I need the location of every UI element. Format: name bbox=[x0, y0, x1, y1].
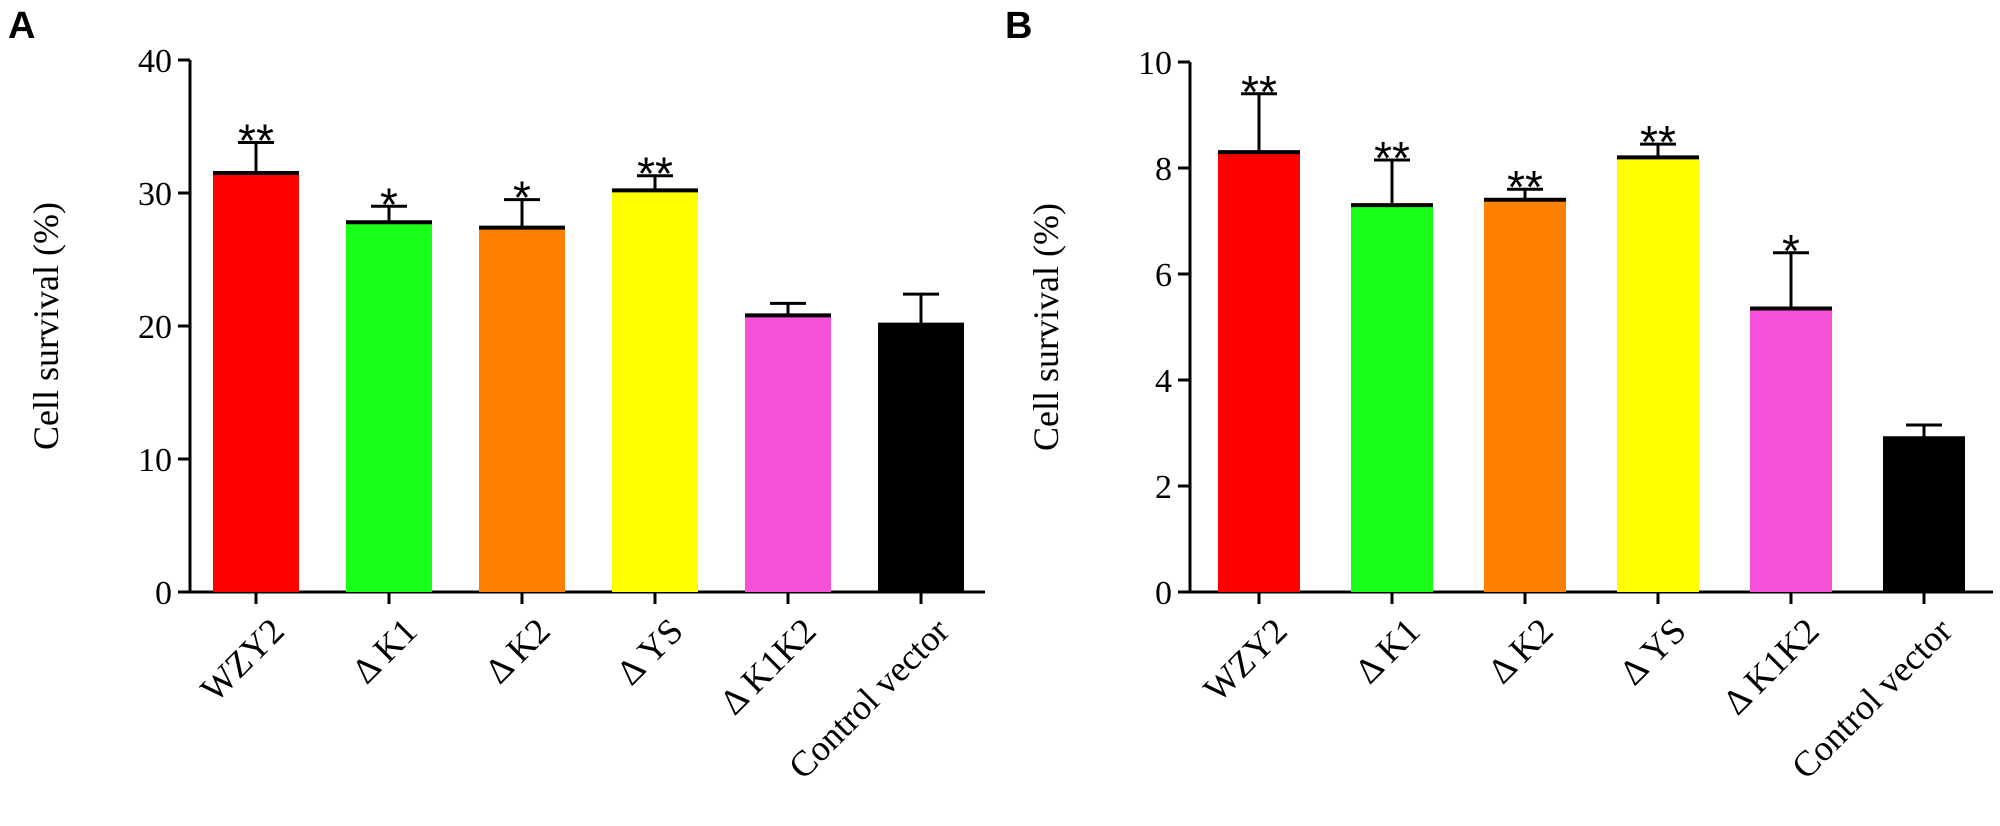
panel-b-letter: B bbox=[1005, 5, 1032, 47]
panel-b-bar-4 bbox=[1750, 308, 1832, 592]
panel-b-significance-2: ** bbox=[1507, 161, 1543, 213]
panel-a-category-label-2: Δ K2 bbox=[477, 610, 558, 691]
panel-a-y-tick-label: 30 bbox=[138, 176, 172, 213]
panel-a-y-tick-label: 20 bbox=[138, 309, 172, 346]
panel-a-significance-0: ** bbox=[238, 114, 274, 166]
panel-b-bar-3 bbox=[1617, 157, 1699, 592]
panel-b-category-label-3: Δ YS bbox=[1612, 610, 1694, 692]
panel-a-bar-1 bbox=[346, 222, 432, 592]
panel-b-y-tick-label: 10 bbox=[1138, 45, 1172, 82]
panel-b-bar-5 bbox=[1883, 438, 1965, 592]
panel-a-bar-0 bbox=[213, 173, 299, 593]
panel-a-letter: A bbox=[8, 5, 35, 47]
panel-a-y-axis-title: Cell survival (%) bbox=[26, 202, 66, 450]
panel-a-significance-1: * bbox=[380, 178, 398, 230]
panel-b-y-tick-label: 2 bbox=[1155, 469, 1172, 506]
panel-b-significance-4: * bbox=[1782, 225, 1800, 277]
panel-a-category-label-3: Δ YS bbox=[609, 610, 691, 692]
panel-b-significance-0: ** bbox=[1241, 66, 1277, 118]
panel-a-bar-4 bbox=[745, 315, 831, 592]
panel-b-y-tick-label: 8 bbox=[1155, 151, 1172, 188]
panel-a-significance-2: * bbox=[513, 172, 531, 224]
panel-a-y-tick-label: 10 bbox=[138, 442, 172, 479]
panel-b-bar-1 bbox=[1351, 205, 1433, 592]
panel-b-bar-2 bbox=[1484, 199, 1566, 593]
panel-a-bar-3 bbox=[612, 190, 698, 592]
panel-a-category-label-4: Δ K1K2 bbox=[712, 610, 824, 722]
panel-b-y-tick-label: 4 bbox=[1155, 363, 1172, 400]
panel-b-y-tick-label: 6 bbox=[1155, 257, 1172, 294]
panel-a-category-label-1: Δ K1 bbox=[344, 610, 425, 691]
panel-b-significance-1: ** bbox=[1374, 132, 1410, 184]
panel-a-significance-3: ** bbox=[637, 148, 673, 200]
panel-a-bar-2 bbox=[479, 227, 565, 592]
panel-a-category-label-0: WZY2 bbox=[193, 610, 292, 709]
panel-b-category-label-2: Δ K2 bbox=[1480, 610, 1561, 691]
panel-a-y-tick-label: 40 bbox=[138, 43, 172, 80]
panel-b-category-label-0: WZY2 bbox=[1196, 610, 1295, 709]
panel-a-bar-5 bbox=[878, 324, 964, 592]
panel-b-category-label-1: Δ K1 bbox=[1347, 610, 1428, 691]
panel-b-significance-3: ** bbox=[1640, 116, 1676, 168]
panel-a-chart: A 0 10 20 30 40 Cell survival (%) ** WZY2 * Δ K1 *… bbox=[8, 5, 985, 787]
panel-a-y-tick-label: 0 bbox=[155, 575, 172, 612]
panel-b-y-tick-label: 0 bbox=[1155, 575, 1172, 612]
panel-b-y-axis-title: Cell survival (%) bbox=[1026, 203, 1066, 451]
panel-b-category-label-4: Δ K1K2 bbox=[1715, 610, 1827, 722]
panel-b-bar-0 bbox=[1218, 152, 1300, 592]
